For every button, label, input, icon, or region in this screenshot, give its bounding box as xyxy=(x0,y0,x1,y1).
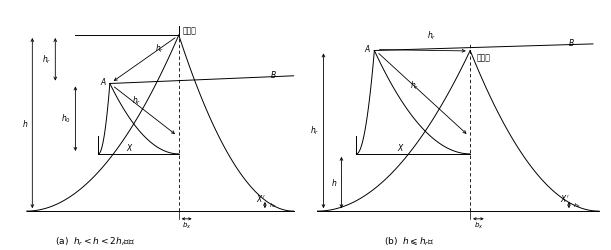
Text: B: B xyxy=(569,40,574,48)
Text: $h$: $h$ xyxy=(22,118,28,128)
Text: $h_x$: $h_x$ xyxy=(574,200,582,209)
Text: $h_r$: $h_r$ xyxy=(42,53,51,66)
Text: $h_r$: $h_r$ xyxy=(410,80,419,92)
Text: 避雷线: 避雷线 xyxy=(183,26,197,35)
Text: 避雷线: 避雷线 xyxy=(476,54,490,63)
Text: $X'$: $X'$ xyxy=(257,194,266,204)
Text: $X$: $X$ xyxy=(126,142,134,153)
Text: $h_r$: $h_r$ xyxy=(132,94,141,106)
Text: $h_r$: $h_r$ xyxy=(310,124,319,137)
Text: $b_x$: $b_x$ xyxy=(474,221,483,231)
Text: $b_x$: $b_x$ xyxy=(182,221,191,231)
Text: A: A xyxy=(365,45,370,54)
Text: $X$: $X$ xyxy=(398,142,405,153)
Text: $h_x$: $h_x$ xyxy=(269,200,278,209)
Text: B: B xyxy=(271,71,276,80)
Text: $h$: $h$ xyxy=(331,177,337,188)
Text: $h_r$: $h_r$ xyxy=(155,42,165,55)
Text: (b)  $h \leqslant h_r$时: (b) $h \leqslant h_r$时 xyxy=(384,235,434,247)
Text: $h_0$: $h_0$ xyxy=(61,112,71,125)
Text: $h_r$: $h_r$ xyxy=(426,29,436,42)
Text: $X'$: $X'$ xyxy=(560,194,569,204)
Text: A: A xyxy=(100,78,106,87)
Text: (a)  $h_r < h < 2h_r$时；: (a) $h_r < h < 2h_r$时； xyxy=(54,235,135,248)
